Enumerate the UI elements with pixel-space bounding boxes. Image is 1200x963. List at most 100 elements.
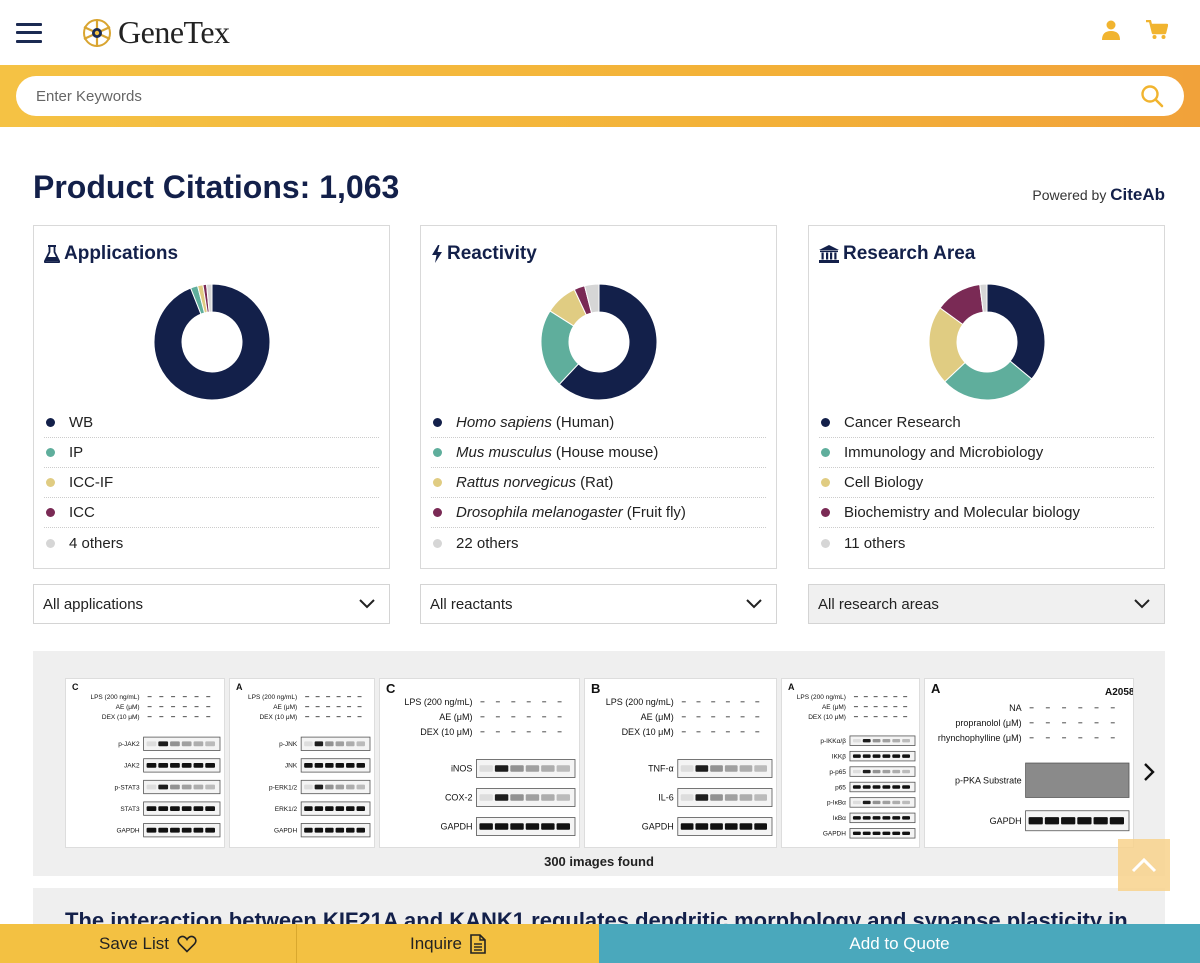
legend-item[interactable]: Drosophila melanogaster (Fruit fly) xyxy=(431,498,766,528)
legend-dot-icon xyxy=(821,478,830,487)
legend-dot-icon xyxy=(821,418,830,427)
blot-band xyxy=(680,823,694,830)
legend-item[interactable]: 22 others xyxy=(431,528,766,558)
blot-band xyxy=(695,823,709,830)
legend-dot-icon xyxy=(433,508,442,517)
blot-band xyxy=(525,823,540,830)
blot-band xyxy=(724,765,738,772)
condition-label: LPS (200 ng/mL) xyxy=(90,694,139,701)
search-input[interactable] xyxy=(36,87,1140,105)
legend-item[interactable]: 4 others xyxy=(44,528,379,558)
powered-by[interactable]: Powered by CiteAb xyxy=(1032,185,1165,205)
blot-band xyxy=(170,741,180,747)
condition-label: DEX (10 μM) xyxy=(102,714,140,721)
legend-item[interactable]: Cell Biology xyxy=(819,468,1154,498)
blot-band xyxy=(892,738,901,743)
blot-band xyxy=(346,741,355,747)
panel-letter: C xyxy=(386,681,396,696)
back-to-top-button[interactable] xyxy=(1118,839,1170,891)
applications-select-value: All applications xyxy=(43,595,144,613)
legend-item[interactable]: Immunology and Microbiology xyxy=(819,438,1154,468)
bolt-icon xyxy=(432,245,442,263)
gallery-thumbnail[interactable]: A LPS (200 ng/mL) AE (μM) DEX (10 μM) p-IKKα… xyxy=(781,678,920,848)
donut-slice[interactable] xyxy=(583,283,600,314)
blot-band xyxy=(146,827,157,833)
blot-band xyxy=(146,741,157,747)
legend-label: 4 others xyxy=(69,534,124,552)
blot-band xyxy=(356,806,365,812)
band-label: GAPDH xyxy=(642,822,674,832)
donut-slice[interactable] xyxy=(979,283,988,313)
legend-item[interactable]: Rattus norvegicus (Rat) xyxy=(431,468,766,498)
save-list-button[interactable]: Save List xyxy=(0,924,297,963)
menu-icon[interactable] xyxy=(16,22,42,43)
blot-band xyxy=(346,762,355,768)
add-to-quote-button[interactable]: Add to Quote xyxy=(599,924,1200,963)
blot-band xyxy=(882,816,891,820)
legend-dot-icon xyxy=(433,478,442,487)
legend-species-name: Mus musculus xyxy=(456,444,552,461)
blot-band-box xyxy=(849,828,916,839)
legend-item[interactable]: Biochemistry and Molecular biology xyxy=(819,498,1154,528)
blot-band xyxy=(852,754,861,758)
research-areas-select[interactable]: All research areas xyxy=(808,584,1165,624)
cart-icon[interactable] xyxy=(1146,20,1168,40)
site-logo[interactable]: GeneTex xyxy=(80,14,230,51)
blot-band xyxy=(902,800,910,805)
legend-label: ICC xyxy=(69,504,95,521)
donut-slice[interactable] xyxy=(558,283,658,401)
legend-item[interactable]: Homo sapiens (Human) xyxy=(431,408,766,438)
legend-item[interactable]: Cancer Research xyxy=(819,408,1154,438)
gallery-thumbnail[interactable]: A LPS (200 ng/mL) AE (μM) DEX (10 μM) p-JNK J… xyxy=(229,678,375,848)
applications-title: Applications xyxy=(64,243,179,264)
band-label: IκBα xyxy=(833,815,846,822)
legend-species-name: Drosophila melanogaster xyxy=(456,504,623,521)
chevron-right-icon[interactable] xyxy=(1143,763,1155,781)
applications-select[interactable]: All applications xyxy=(33,584,390,624)
inquire-button[interactable]: Inquire xyxy=(297,924,599,963)
search-icon[interactable] xyxy=(1140,84,1164,108)
legend-dot-icon xyxy=(46,538,55,548)
user-icon[interactable] xyxy=(1102,20,1120,40)
condition-label: DEX (10 μM) xyxy=(259,714,297,721)
blot-band xyxy=(1028,817,1043,825)
legend-item[interactable]: Mus musculus (House mouse) xyxy=(431,438,766,468)
blot-band xyxy=(852,831,861,836)
applications-donut-chart xyxy=(153,283,271,401)
legend-item[interactable]: ICC xyxy=(44,498,379,528)
blot-band xyxy=(862,769,871,774)
donut-slice[interactable] xyxy=(986,283,1046,380)
condition-label: rhynchophylline (μM) xyxy=(938,733,1022,743)
gallery-thumbnail[interactable]: A A2058 NA propranolol (μM) rhynchophylline … xyxy=(924,678,1134,848)
donut-slice[interactable] xyxy=(153,283,271,401)
blot-band xyxy=(494,823,509,830)
chevron-down-icon xyxy=(746,599,762,609)
applications-legend: WB IP ICC-IF ICC 4 others xyxy=(44,408,379,558)
legend-dot-icon xyxy=(433,538,442,548)
research-area-title: Research Area xyxy=(843,243,976,264)
legend-item[interactable]: ICC-IF xyxy=(44,468,379,498)
legend-item[interactable]: 11 others xyxy=(819,528,1154,558)
reactants-select[interactable]: All reactants xyxy=(420,584,777,624)
condition-label: AE (μM) xyxy=(641,712,674,722)
legend-label: (Human) xyxy=(555,414,615,431)
donut-slice[interactable] xyxy=(205,283,213,313)
gallery-thumbnail[interactable]: B LPS (200 ng/mL) AE (μM) DEX (10 μM) TNF-α I… xyxy=(584,678,777,848)
legend-item[interactable]: IP xyxy=(44,438,379,468)
blot-band xyxy=(1044,817,1060,825)
gallery-thumbnail[interactable]: C LPS (200 ng/mL) AE (μM) DEX (10 μM) iNOS CO… xyxy=(379,678,580,848)
blot-band xyxy=(872,800,881,805)
band-label: GAPDH xyxy=(823,831,846,838)
gallery-thumbnail[interactable]: C LPS (200 ng/mL) AE (μM) DEX (10 μM) p-JAK2… xyxy=(65,678,225,848)
blot-band xyxy=(1109,817,1124,825)
blot-band xyxy=(158,741,169,747)
panel-letter: A xyxy=(236,682,243,692)
blot-band-box xyxy=(849,797,916,808)
western-blot-image: C LPS (200 ng/mL) AE (μM) DEX (10 μM) iNOS CO… xyxy=(386,681,576,836)
page-title: Product Citations: 1,063 xyxy=(33,169,400,205)
blot-band xyxy=(314,827,324,833)
legend-item[interactable]: WB xyxy=(44,408,379,438)
condition-label: DEX (10 μM) xyxy=(420,727,472,737)
blot-band xyxy=(695,765,709,772)
legend-dot-icon xyxy=(821,538,830,548)
